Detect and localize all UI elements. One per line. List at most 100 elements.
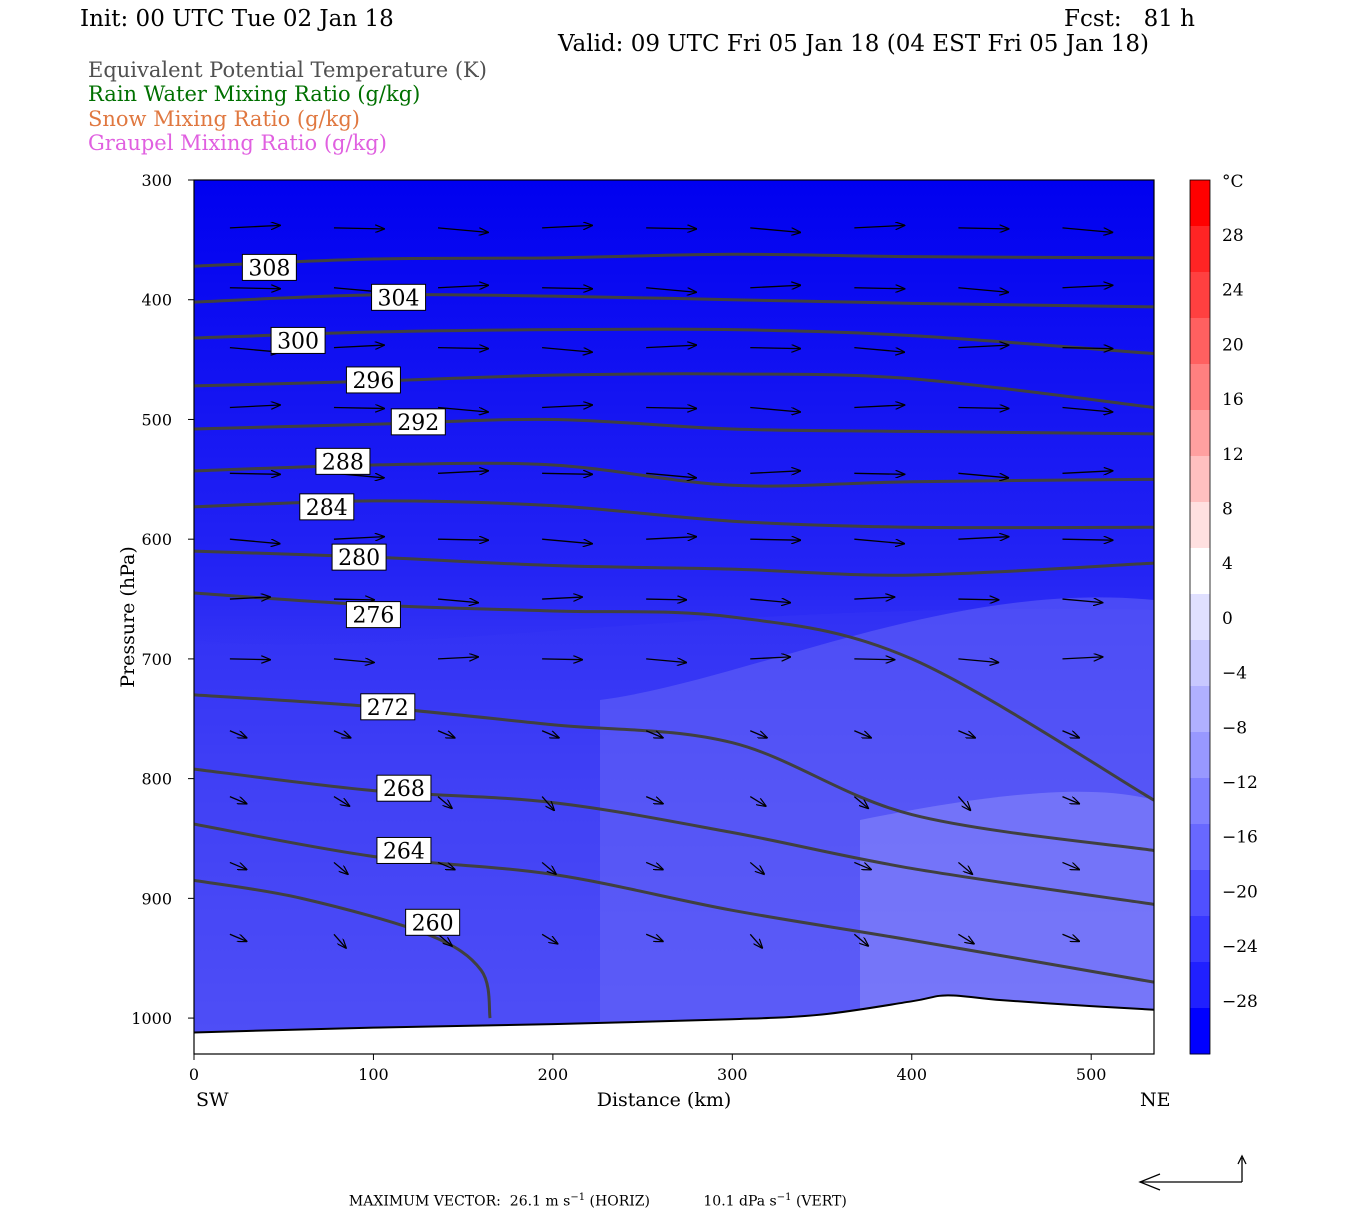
wind-vector (333, 599, 374, 600)
contour-label-276: 276 (352, 604, 394, 629)
wind-vector (333, 228, 384, 229)
max-vector-readout: MAXIMUM VECTOR: 26.1 m s−1 (HORIZ) 10.1 … (348, 1192, 847, 1210)
y-tick-label: 900 (141, 889, 172, 908)
wind-vector (749, 933, 762, 948)
wind-vector (854, 730, 871, 738)
x-tick-label: 100 (358, 1065, 389, 1084)
wind-vector (1062, 539, 1112, 540)
wind-vector (541, 796, 554, 811)
wind-vector (1167, 934, 1179, 948)
wind-vector (438, 285, 488, 287)
wind-vector (542, 225, 592, 227)
contour-label-box (371, 283, 427, 311)
x-tick-label: 400 (896, 1065, 927, 1084)
y-tick-label: 300 (141, 171, 172, 190)
init-time: Init: 00 UTC Tue 02 Jan 18 (80, 6, 394, 32)
x-tick-label: 500 (1076, 1065, 1107, 1084)
wind-vector (646, 472, 696, 477)
colorbar-label: 12 (1222, 445, 1244, 465)
colorbar-label: 28 (1222, 226, 1244, 246)
wind-vector (1062, 285, 1112, 287)
colorbar-swatch (1190, 824, 1210, 871)
contour-label-284: 284 (306, 496, 348, 521)
wind-vector (229, 288, 280, 289)
wind-vector (750, 599, 790, 603)
x-tick-label: 300 (717, 1065, 748, 1084)
wind-vector (1062, 227, 1112, 232)
contour-label-260: 260 (412, 911, 454, 936)
colorbar-swatch (1190, 778, 1210, 825)
theta-e-contour-268 (194, 767, 1154, 906)
wind-vector (542, 288, 592, 289)
contour-label-box (331, 543, 387, 571)
contour-label-box (315, 447, 371, 475)
colorbar-label: 24 (1222, 281, 1244, 301)
wind-vector (645, 933, 663, 941)
wind-vector (645, 861, 663, 869)
wind-vector (958, 730, 975, 738)
colorbar-swatch (1190, 502, 1210, 549)
wind-vector (957, 861, 972, 874)
wind-vector (958, 407, 1008, 408)
wind-vector (854, 225, 904, 227)
wind-vector (1062, 657, 1102, 659)
colorbar-swatch (1190, 318, 1210, 365)
contour-label-304: 304 (378, 286, 420, 311)
colorbar-swatch (1190, 226, 1210, 273)
colorbar-swatch (1190, 962, 1210, 1009)
wind-vector (437, 861, 455, 869)
contour-label-308: 308 (248, 256, 290, 281)
wind-vector (333, 537, 384, 539)
theta-e-contour-304 (194, 293, 1154, 309)
wind-vector (438, 657, 478, 659)
wind-vector (229, 225, 280, 227)
wind-vector (1062, 861, 1079, 869)
wind-vector (958, 228, 1008, 229)
wind-vector (958, 599, 998, 600)
max-vector-label: MAXIMUM VECTOR: (348, 1193, 501, 1210)
temperature-fill-band (860, 791, 1154, 1054)
contour-label-box (405, 908, 461, 936)
wind-vector (437, 730, 455, 738)
wind-vector (646, 228, 696, 229)
reference-vector-icon (1138, 1154, 1247, 1191)
colorbar-label: −8 (1222, 718, 1247, 738)
wind-vector (229, 405, 280, 407)
colorbar-label: −28 (1222, 992, 1258, 1012)
sw-label: SW (196, 1089, 229, 1111)
y-axis-label: Pressure (hPa) (117, 546, 139, 688)
contour-label-288: 288 (322, 450, 364, 475)
colorbar-swatch (1190, 686, 1210, 733)
wind-vector (646, 407, 696, 408)
wind-vector (1062, 730, 1079, 738)
wind-vector (958, 659, 998, 663)
ne-label: NE (1140, 1089, 1171, 1111)
wind-vector (749, 796, 765, 806)
wind-vector (646, 599, 686, 600)
y-tick-label: 600 (141, 530, 172, 549)
wind-vector (229, 538, 280, 543)
forecast-hour: Fcst: 81 h (1064, 6, 1195, 32)
contour-label-292: 292 (397, 411, 439, 436)
wind-vector (229, 730, 247, 738)
colorbar-unit: °C (1222, 172, 1244, 192)
wind-vector (437, 599, 478, 603)
contour-label-264: 264 (383, 839, 425, 864)
contour-label-box (360, 693, 416, 721)
wind-vector (333, 407, 384, 408)
wind-vector (854, 473, 904, 474)
wind-vector (438, 471, 488, 473)
theta-e-contour-292 (194, 417, 1154, 436)
legend-graupel: Graupel Mixing Ratio (g/kg) (88, 131, 387, 155)
wind-vector (645, 730, 663, 738)
x-tick-label: 200 (538, 1065, 569, 1084)
y-tick-label: 700 (141, 650, 172, 669)
wind-vector (1062, 795, 1079, 804)
y-tick-label: 1000 (131, 1009, 172, 1028)
colorbar-label: 0 (1222, 609, 1233, 629)
wind-vector (958, 472, 1008, 477)
colorbar-swatch (1190, 916, 1210, 963)
wind-vector (750, 285, 800, 287)
wind-vector (229, 933, 247, 941)
theta-e-contour-300 (194, 327, 1154, 356)
